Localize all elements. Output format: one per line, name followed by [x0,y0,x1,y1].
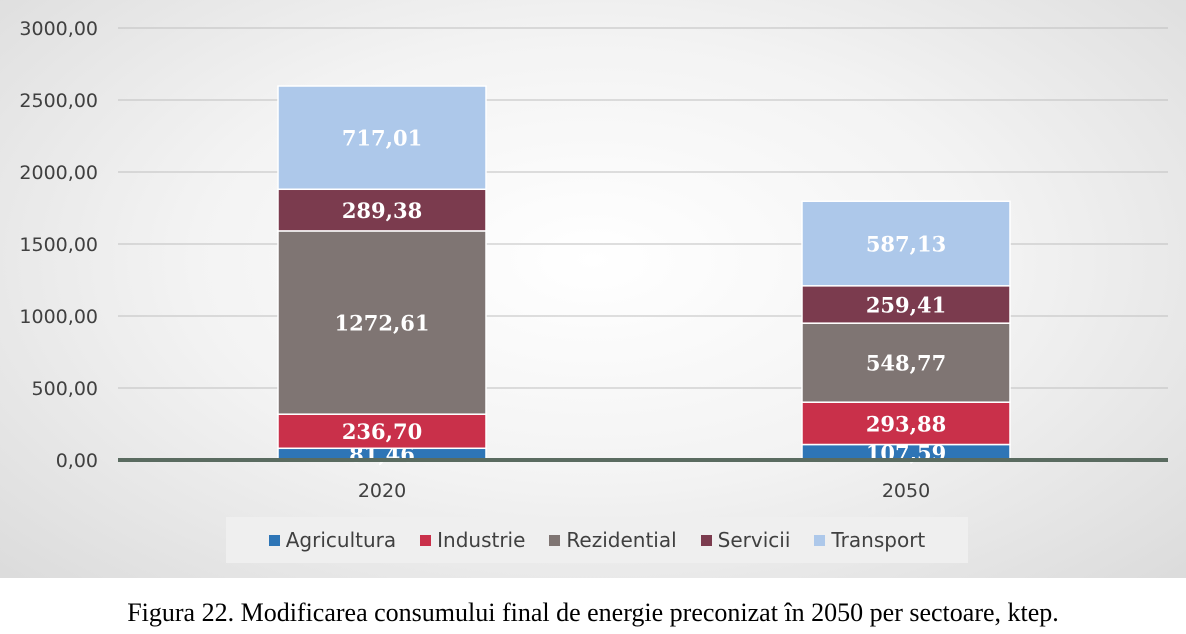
legend-swatch [549,534,561,546]
data-label: 293,88 [866,411,946,436]
legend-item-transport: Transport [814,528,925,552]
data-label: 548,77 [866,351,946,376]
figure-caption: Figura 22. Modificarea consumului final … [127,598,1059,627]
y-tick-label: 2000,00 [19,162,98,184]
data-label: 587,13 [866,232,946,257]
legend-swatch [420,534,432,546]
y-tick-label: 1500,00 [19,234,98,256]
bar-segment-servicii-2020 [277,188,487,232]
legend-swatch [268,534,280,546]
legend-item-agricultura: Agricultura [268,528,397,552]
x-tick-label: 2020 [358,480,406,502]
legend-item-servicii: Servicii [700,528,791,552]
bars: 81,46236,701272,61289,38717,01107,59293,… [277,85,1011,467]
data-label: 717,01 [342,126,422,151]
legend-label: Servicii [717,528,791,552]
x-tick-label: 2050 [882,480,930,502]
data-label: 259,41 [866,292,946,317]
data-label: 1272,61 [335,311,430,336]
legend-item-rezidential: Rezidential [549,528,677,552]
y-tick-label: 1000,00 [19,306,98,328]
y-axis-ticks: 0,00 500,00 1000,00 1500,00 2000,00 2500,00 30… [19,18,98,472]
y-tick-label: 3000,00 [19,18,98,40]
bar-segment-servicii-2050 [801,285,1011,324]
bar-segment-transport-2020 [277,85,487,191]
bar-segment-rezidential-2050 [801,322,1011,403]
data-label: 289,38 [342,198,422,223]
y-tick-label: 2500,00 [19,90,98,112]
chart-panel: 0,00 500,00 1000,00 1500,00 2000,00 2500,00 30… [0,0,1186,578]
data-label: 236,70 [342,419,422,444]
legend-label: Agricultura [285,528,397,552]
y-tick-label: 0,00 [56,450,98,472]
legend-swatch [814,534,826,546]
bar-segment-rezidential-2020 [277,230,487,415]
stacked-bar-chart: 0,00 500,00 1000,00 1500,00 2000,00 2500,00 30… [19,18,1168,502]
y-tick-label: 500,00 [32,378,98,400]
legend: Agricultura Industrie Rezidential Servicii T… [226,517,968,563]
legend-item-industrie: Industrie [420,528,525,552]
bar-segment-industrie-2020 [277,413,487,450]
legend-label: Transport [831,528,926,552]
legend-label: Industrie [437,528,526,552]
x-axis-ticks: 2020 2050 [358,480,930,502]
bar-segment-transport-2050 [801,200,1011,287]
legend-swatch [700,534,712,546]
legend-label: Rezidential [566,528,677,552]
